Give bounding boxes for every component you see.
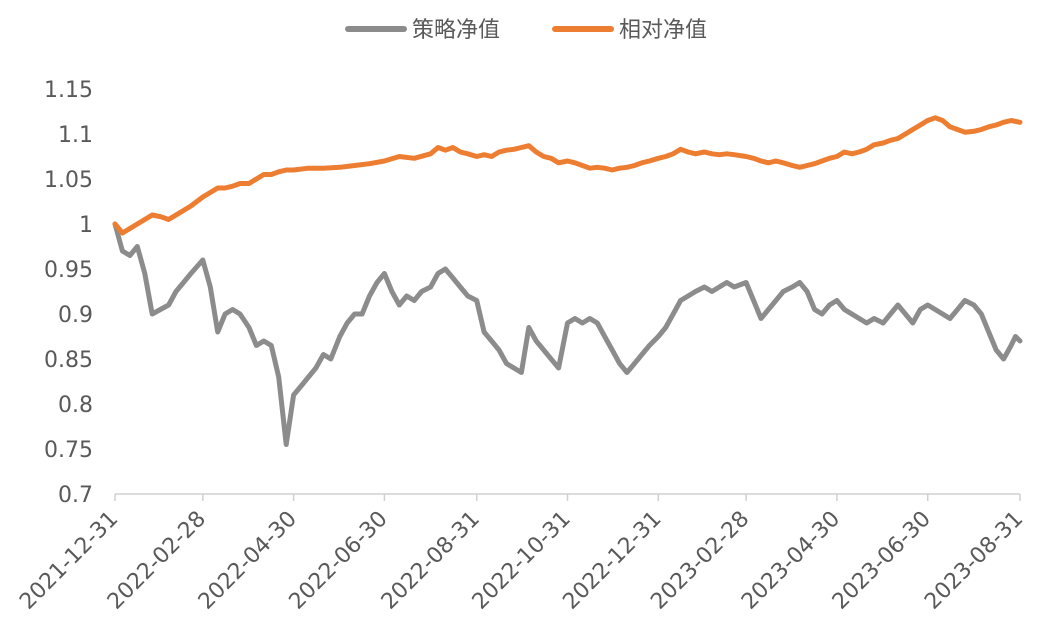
- x-tick-label: 2022-06-30: [285, 507, 393, 615]
- y-tick-label: 0.9: [58, 303, 93, 328]
- legend-label-relative: 相对净值: [619, 18, 707, 43]
- plot-area: [112, 115, 1023, 447]
- y-tick-label: 0.95: [44, 258, 93, 283]
- y-tick-label: 1: [79, 213, 93, 238]
- y-tick-label: 1.15: [44, 78, 93, 103]
- y-tick-label: 1.05: [44, 168, 93, 193]
- legend-item-relative: 相对净值: [552, 18, 707, 43]
- series-line-strategy: [112, 221, 1023, 447]
- legend-item-strategy: 策略净值: [345, 18, 500, 43]
- series-line-relative: [112, 115, 1023, 236]
- y-axis: 1.15 1.1 1.05 1 0.95 0.9 0.85 0.8 0.75 0.7: [44, 78, 93, 508]
- x-tick-label: 2023-06-30: [828, 507, 936, 615]
- x-axis: 2021-12-312022-02-282022-04-302022-06-30…: [15, 493, 1028, 615]
- y-tick-label: 0.7: [58, 483, 93, 508]
- x-tick-label: 2023-08-31: [920, 507, 1028, 615]
- chart-legend: 策略净值 相对净值: [345, 18, 707, 43]
- y-tick-label: 1.1: [58, 123, 93, 148]
- y-tick-label: 0.85: [44, 348, 93, 373]
- y-tick-label: 0.8: [58, 393, 93, 418]
- legend-label-strategy: 策略净值: [412, 18, 500, 43]
- y-tick-label: 0.75: [44, 438, 93, 463]
